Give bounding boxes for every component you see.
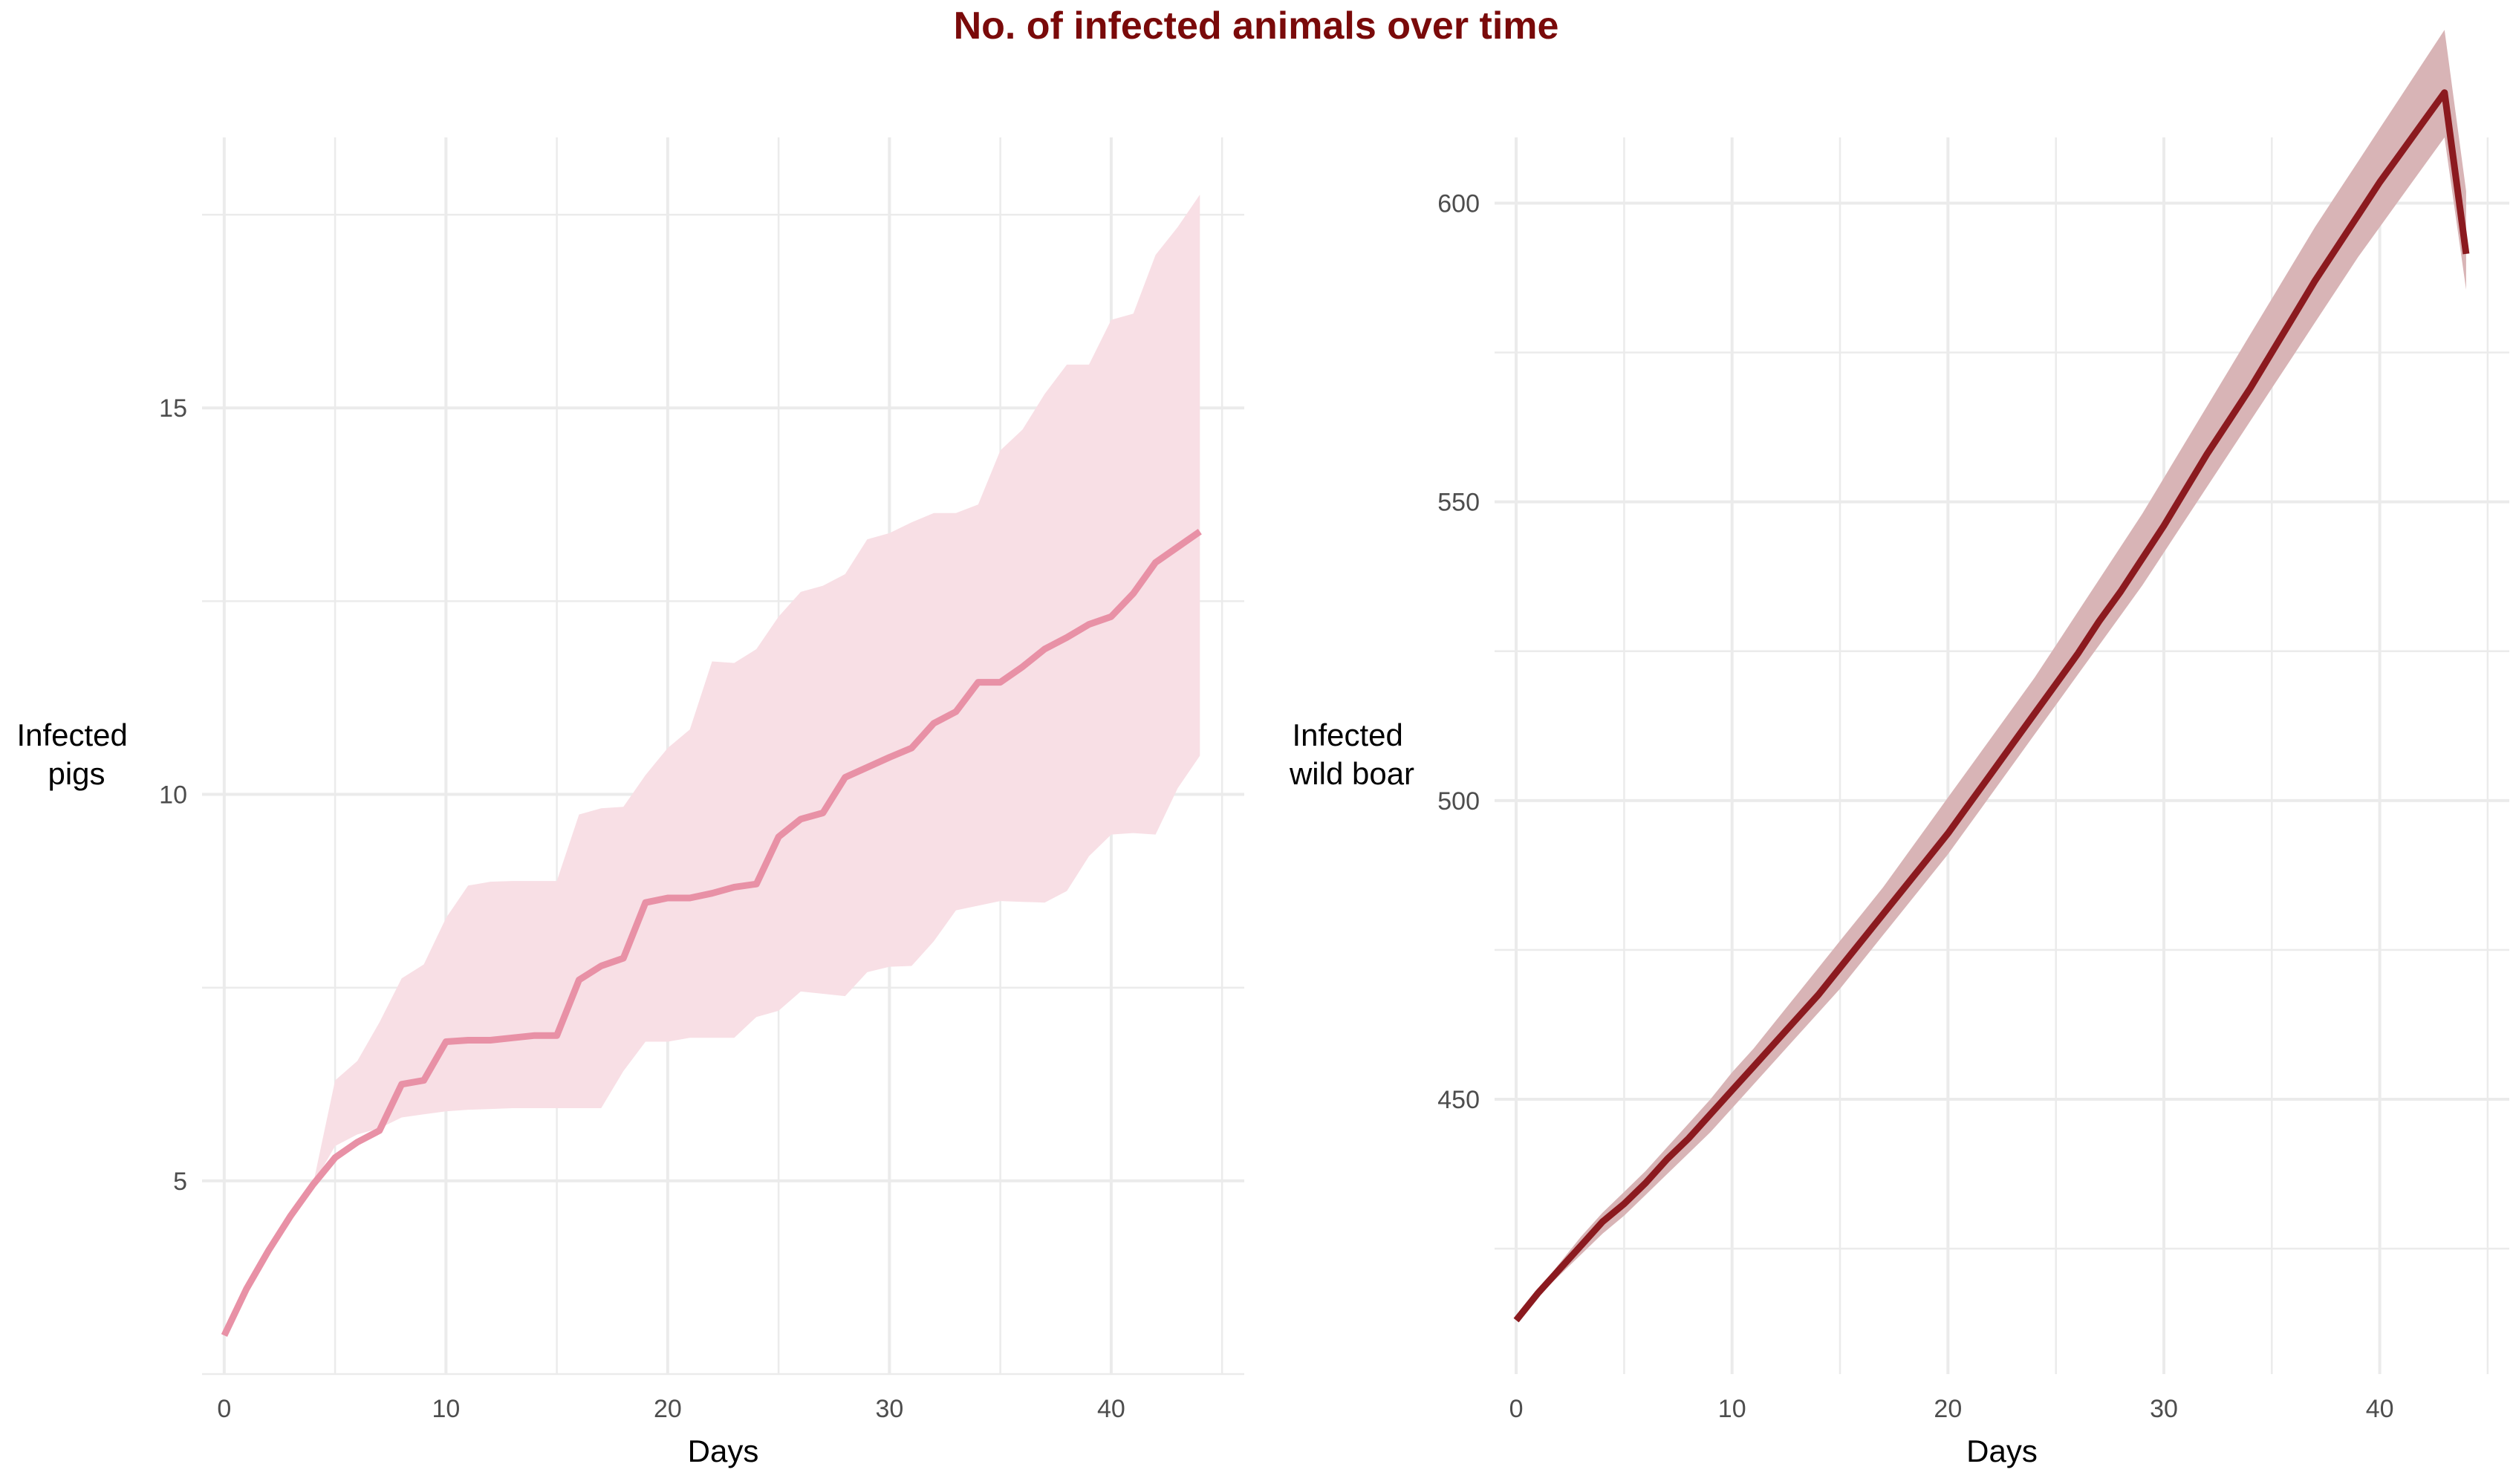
boar-y-axis-title: Infected wild boar (1289, 717, 1414, 791)
boar-y-tick-label: 450 (1437, 1086, 1480, 1114)
pigs-y-axis-title: Infected pigs (16, 717, 136, 791)
boar-mean-line (1513, 89, 2470, 1323)
infected-pigs-panel: 0 10 20 30 40 5 10 15 Days Infected pigs (16, 137, 1244, 1468)
pigs-x-axis-title: Days (688, 1433, 759, 1468)
boar-x-tick-label: 20 (1934, 1395, 1962, 1423)
pigs-y-tick-label: 5 (173, 1168, 187, 1196)
boar-y-tick-label: 500 (1437, 787, 1480, 816)
pigs-y-axis-title-line-1: Infected (16, 717, 127, 752)
boar-confidence-band (1516, 30, 2466, 1321)
boar-x-tick-labels: 0 10 20 30 40 (1509, 1395, 2394, 1423)
boar-y-tick-labels: 450 500 550 600 (1437, 189, 1480, 1114)
boar-y-axis-title-line-1: Infected (1292, 717, 1402, 752)
pigs-confidence-band (313, 195, 1200, 1185)
boar-x-axis-title: Days (1966, 1433, 2038, 1468)
chart-title: No. of infected animals over time (954, 4, 1559, 48)
pigs-y-axis-title-line-2: pigs (48, 756, 105, 791)
infected-wild-boar-panel: 0 10 20 30 40 450 500 550 600 Days Infected wil… (1289, 30, 2509, 1468)
boar-y-tick-label: 550 (1437, 489, 1480, 517)
boar-y-axis-title-line-2: wild boar (1289, 756, 1414, 791)
pigs-y-tick-label: 15 (159, 394, 187, 423)
boar-mean-line-layer (1513, 89, 2470, 1323)
boar-x-tick-label: 40 (2366, 1395, 2394, 1423)
boar-x-tick-label: 10 (1718, 1395, 1746, 1423)
boar-x-tick-label: 30 (2150, 1395, 2178, 1423)
pigs-mean-line-layer (221, 529, 1202, 1337)
pigs-mean-line (221, 529, 1202, 1337)
pigs-x-tick-label: 40 (1097, 1395, 1125, 1423)
pigs-x-tick-label: 30 (875, 1395, 903, 1423)
pigs-x-tick-label: 0 (217, 1395, 231, 1423)
pigs-y-tick-labels: 5 10 15 (159, 394, 187, 1196)
pigs-x-tick-labels: 0 10 20 30 40 (217, 1395, 1125, 1423)
pigs-x-tick-label: 10 (432, 1395, 460, 1423)
boar-confidence-band-layer (1516, 30, 2466, 1321)
boar-x-tick-label: 0 (1509, 1395, 1524, 1423)
pigs-x-tick-label: 20 (654, 1395, 682, 1423)
pigs-confidence-band-layer (313, 195, 1200, 1185)
pigs-y-tick-label: 10 (159, 781, 187, 810)
boar-y-tick-label: 600 (1437, 189, 1480, 218)
